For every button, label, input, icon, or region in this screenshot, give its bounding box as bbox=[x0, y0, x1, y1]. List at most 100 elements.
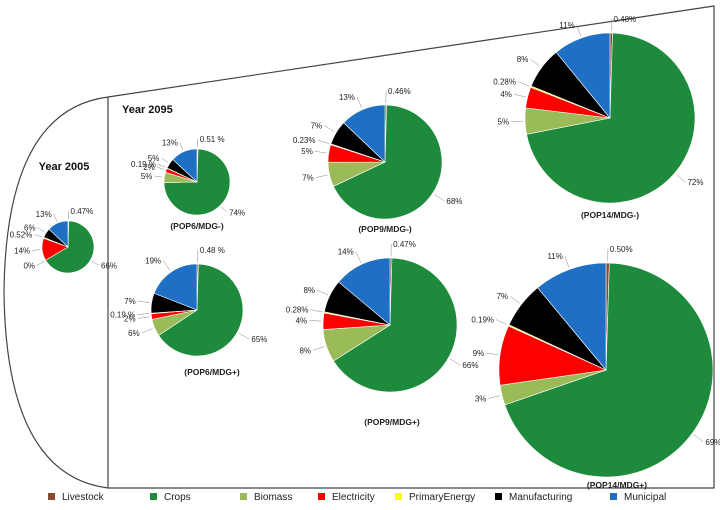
legend-item-electricity: Electricity bbox=[318, 492, 375, 503]
slice-label-manufacturing: 7% bbox=[497, 292, 509, 301]
pie-slice-crops bbox=[158, 263, 244, 357]
leader-line bbox=[310, 309, 323, 313]
leader-line bbox=[309, 320, 322, 322]
leader-line bbox=[564, 256, 570, 268]
leader-line bbox=[316, 289, 328, 296]
slice-label-electricity: 2% bbox=[124, 315, 136, 324]
slice-label-livestock: 0.47% bbox=[71, 207, 94, 216]
pie-caption: (POP9/MDG+) bbox=[364, 417, 420, 427]
slice-label-municipal: 14% bbox=[338, 248, 354, 257]
legend-swatch bbox=[240, 493, 247, 500]
leader-line bbox=[315, 174, 328, 178]
slice-label-primaryenergy: 0.19 % bbox=[131, 160, 156, 169]
pie-slice-crops bbox=[526, 32, 696, 204]
leader-line bbox=[137, 300, 150, 303]
slice-label-livestock: 0.46% bbox=[388, 87, 411, 96]
leader-line bbox=[434, 194, 445, 202]
pie-caption: (POP6/MDG-) bbox=[170, 221, 224, 231]
heading-year-2095: Year 2095 bbox=[122, 104, 173, 116]
leader-line bbox=[517, 81, 530, 87]
leader-line bbox=[312, 346, 325, 351]
leader-line bbox=[314, 150, 327, 154]
slice-label-biomass: 0% bbox=[23, 261, 35, 270]
slice-label-manufacturing: 5% bbox=[148, 154, 160, 163]
legend-label: Municipal bbox=[624, 492, 667, 503]
legend-label: PrimaryEnergy bbox=[409, 492, 476, 503]
pie-slice-municipal bbox=[48, 220, 69, 248]
slice-label-manufacturing: 7% bbox=[124, 297, 136, 306]
slice-label-electricity: 9% bbox=[473, 349, 485, 358]
slice-label-crops: 65% bbox=[251, 335, 267, 344]
legend-label: Electricity bbox=[332, 492, 375, 503]
leader-line bbox=[495, 319, 508, 325]
leader-line bbox=[324, 125, 335, 132]
slice-label-primaryenergy: 0.19 % bbox=[110, 310, 135, 319]
leader-line bbox=[238, 333, 250, 340]
slice-label-biomass: 6% bbox=[128, 329, 140, 338]
pie-chart-2: 0.51 %74%5%2%0.19 %5%13%(POP6/MDG-) bbox=[131, 135, 245, 231]
leader-line bbox=[36, 261, 45, 266]
pie-caption: (POP14/MDG-) bbox=[581, 210, 639, 220]
pie-group: 0.47%66%0%14%0.52%6%13%0.51 %74%5%2%0.19… bbox=[10, 15, 720, 490]
pie-chart-7: 0.50% 69% 3% 9% 0.19% 7% 11% (POP14/MDG+) bbox=[471, 245, 720, 490]
leader-line bbox=[156, 166, 165, 170]
legend-swatch bbox=[395, 493, 402, 500]
pie-slice-municipal bbox=[153, 263, 198, 311]
slice-label-manufacturing: 8% bbox=[517, 55, 529, 64]
legend-label: Biomass bbox=[254, 492, 293, 503]
slice-label-primaryenergy: 0.28% bbox=[493, 78, 516, 87]
slice-label-primaryenergy: 0.52% bbox=[10, 230, 33, 239]
slice-label-biomass: 7% bbox=[302, 174, 314, 183]
leader-line bbox=[53, 213, 58, 222]
leader-line bbox=[513, 93, 526, 98]
leader-line bbox=[317, 139, 329, 144]
slice-label-biomass: 3% bbox=[475, 394, 487, 403]
leader-line bbox=[37, 227, 45, 233]
slice-label-electricity: 5% bbox=[301, 147, 313, 156]
pie-slice-municipal bbox=[343, 104, 386, 163]
legend-label: Crops bbox=[164, 492, 191, 503]
heading-year-2005: Year 2005 bbox=[39, 161, 90, 173]
slice-label-municipal: 11% bbox=[547, 252, 562, 261]
pie-chart-3: 0.46% 68% 7% 5% 0.23% 7% 13% (POP9/MDG-) bbox=[293, 87, 463, 234]
legend-swatch bbox=[318, 493, 325, 500]
legend-swatch bbox=[150, 493, 157, 500]
slice-label-electricity: 4% bbox=[500, 90, 512, 99]
pie-chart-5: 0.48 % 65% 6% 2%0.19 % 7% 19% (POP6/MDG+) bbox=[110, 246, 267, 377]
slice-label-livestock: 0.47% bbox=[393, 240, 416, 249]
slice-label-municipal: 19% bbox=[145, 256, 161, 265]
pie-chart-4: 0.48% 72% 5% 4% 0.28% 8% 11% (POP14/MDG-) bbox=[493, 15, 703, 220]
leader-line bbox=[356, 96, 362, 108]
leader-line bbox=[32, 249, 41, 251]
legend-item-livestock: Livestock bbox=[48, 492, 104, 503]
legend: Livestock Crops Biomass Electricity PrimaryE… bbox=[0, 492, 720, 510]
pie-slice-crops bbox=[333, 104, 443, 220]
slice-label-municipal: 13% bbox=[339, 93, 355, 102]
slice-label-biomass: 5% bbox=[498, 118, 510, 127]
slice-label-biomass: 8% bbox=[299, 346, 311, 355]
slice-label-livestock: 0.48 % bbox=[200, 246, 225, 255]
leader-line bbox=[693, 434, 704, 442]
leader-line bbox=[576, 24, 581, 37]
slice-label-municipal: 11% bbox=[559, 21, 574, 30]
leader-line bbox=[221, 206, 228, 213]
leader-line bbox=[162, 260, 171, 271]
leader-line bbox=[179, 142, 184, 150]
leader-line bbox=[137, 316, 150, 319]
slice-label-municipal: 13% bbox=[36, 210, 52, 219]
leader-line bbox=[449, 358, 461, 366]
slice-label-primaryenergy: 0.23% bbox=[293, 136, 316, 145]
legend-label: Livestock bbox=[62, 492, 104, 503]
slice-label-crops: 68% bbox=[446, 197, 462, 206]
slice-label-biomass: 5% bbox=[141, 172, 153, 181]
leader-line bbox=[161, 157, 169, 163]
pie-caption: (POP14/MDG+) bbox=[587, 480, 647, 490]
slice-label-crops: 74% bbox=[229, 209, 245, 218]
legend-item-primaryenergy: PrimaryEnergy bbox=[395, 492, 475, 503]
leader-line bbox=[510, 295, 520, 304]
leader-line bbox=[355, 251, 362, 263]
legend-item-crops: Crops bbox=[150, 492, 191, 503]
slice-label-municipal: 13% bbox=[162, 139, 178, 148]
leader-line bbox=[486, 352, 499, 355]
